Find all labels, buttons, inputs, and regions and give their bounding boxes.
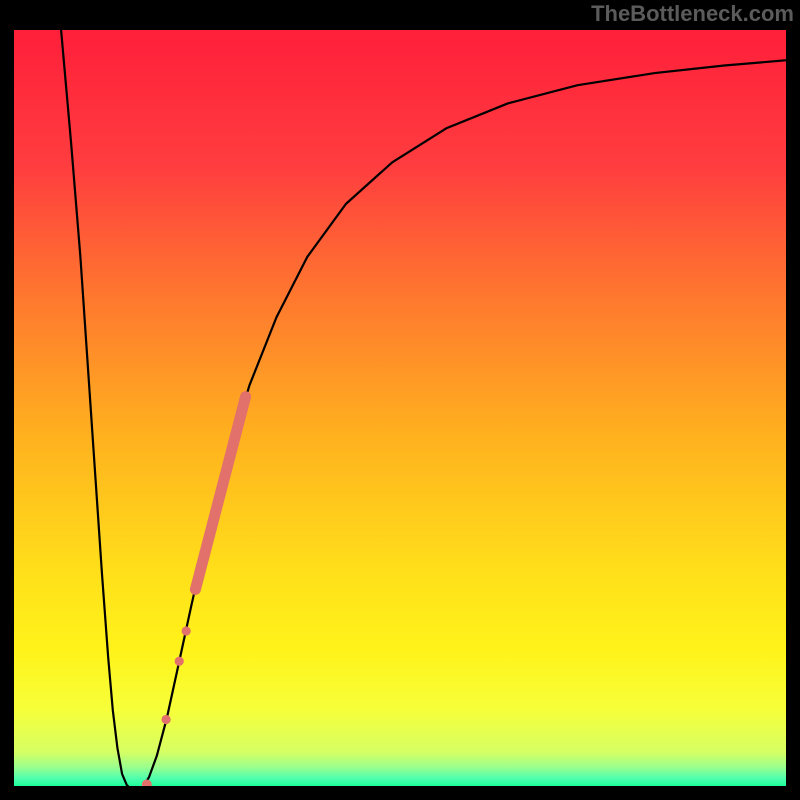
highlight-dot <box>182 626 191 635</box>
watermark: TheBottleneck.com <box>591 0 794 28</box>
highlight-dot <box>161 715 170 724</box>
highlight-dot <box>175 657 184 666</box>
gradient-background <box>14 30 786 786</box>
bottleneck-chart <box>0 0 800 800</box>
